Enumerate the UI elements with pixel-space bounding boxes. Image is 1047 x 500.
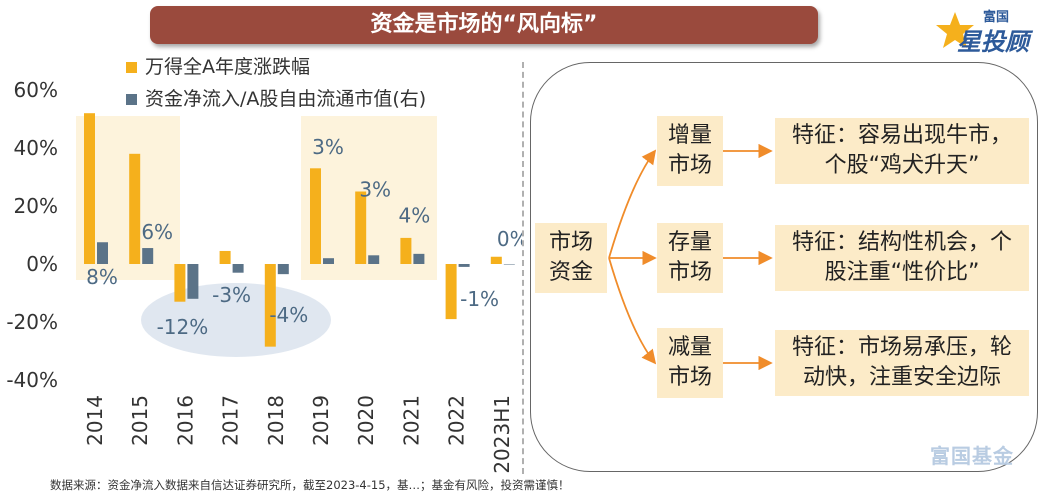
- data-label: 4%: [399, 204, 431, 228]
- bar-资金净流入/A股自由流通市值(右): [277, 264, 289, 275]
- data-label: 8%: [86, 265, 118, 289]
- dashed-divider: [522, 62, 524, 474]
- legend-label: 资金净流入/A股自由流通市值(右): [145, 88, 426, 110]
- x-tick-label: 2023H1: [490, 395, 514, 474]
- market-label: 存量市场: [667, 230, 712, 285]
- highlight-2019-2021: [301, 116, 437, 280]
- bar-资金净流入/A股自由流通市值(右): [187, 264, 199, 299]
- bar-万得全A年度涨跌幅: [84, 113, 95, 264]
- bar-万得全A年度涨跌幅: [445, 264, 457, 320]
- flow-panel: 市场资金 增量市场 特征：容易出现牛市， 个股“鸡犬升天” 存量市场 特征：结构…: [530, 62, 1038, 472]
- brand-logo: 富国 星投顾: [935, 4, 1045, 56]
- data-label: -12%: [157, 315, 209, 339]
- y-tick-label: -20%: [6, 310, 58, 334]
- logo-top-text: 富国: [983, 10, 1010, 25]
- page-title: 资金是市场的“风向标”: [150, 6, 818, 44]
- x-tick-label: 2022: [445, 395, 469, 446]
- x-tick-label: 2017: [219, 395, 243, 446]
- feature-box-stock: 特征：结构性机会，个 股注重“性价比”: [775, 225, 1029, 291]
- x-tick-label: 2019: [309, 395, 333, 446]
- x-tick-label: 2018: [264, 395, 288, 446]
- watermark: 富国基金: [930, 444, 1014, 468]
- market-label: 减量市场: [667, 335, 712, 390]
- x-tick-label: 2021: [399, 395, 423, 446]
- y-tick-label: 0%: [26, 252, 58, 276]
- data-label: -3%: [212, 283, 251, 307]
- feature-text-line1: 特征：结构性机会，个: [791, 230, 1012, 255]
- bar-万得全A年度涨跌幅: [264, 264, 276, 347]
- bar-资金净流入/A股自由流通市值(右): [458, 264, 470, 267]
- bar-资金净流入/A股自由流通市值(右): [323, 258, 334, 264]
- flow-arrows: [608, 143, 773, 371]
- bar-资金净流入/A股自由流通市值(右): [142, 248, 154, 264]
- data-label: -4%: [269, 303, 308, 327]
- feature-box-decrease: 特征：市场易承压，轮 动快，注重安全边际: [775, 330, 1029, 396]
- y-tick-label: 20%: [14, 194, 58, 218]
- bar-资金净流入/A股自由流通市值(右): [97, 242, 108, 264]
- y-tick-label: -40%: [6, 368, 58, 392]
- feature-text-line2: 股注重“性价比”: [824, 260, 980, 285]
- data-label: -1%: [460, 287, 499, 311]
- market-label: 增量市场: [667, 123, 712, 178]
- star-icon: [936, 12, 974, 48]
- data-label: 3%: [359, 177, 391, 201]
- bar-万得全A年度涨跌幅: [219, 250, 231, 264]
- legend-swatch: [126, 94, 137, 105]
- bar-资金净流入/A股自由流通市值(右): [232, 264, 244, 273]
- bar-万得全A年度涨跌幅: [310, 168, 321, 264]
- source-box: 市场资金: [535, 223, 607, 293]
- logo-main-text: 星投顾: [957, 28, 1029, 56]
- data-label: 0%: [497, 227, 522, 251]
- x-tick-label: 2014: [83, 395, 107, 446]
- y-tick-label: 40%: [14, 136, 58, 160]
- bar-万得全A年度涨跌幅: [129, 153, 141, 264]
- legend-swatch: [126, 62, 137, 73]
- feature-text-line1: 特征：容易出现牛市，: [791, 123, 1012, 148]
- x-tick-label: 2020: [354, 395, 378, 446]
- feature-text-line1: 特征：市场易承压，轮: [791, 335, 1012, 360]
- market-box-decrease: 减量市场: [657, 328, 723, 398]
- market-box-increase: 增量市场: [657, 116, 723, 186]
- y-tick-label: 60%: [14, 78, 58, 102]
- x-tick-label: 2016: [173, 395, 197, 446]
- bar-万得全A年度涨跌幅: [174, 264, 186, 302]
- data-label: 3%: [312, 135, 344, 159]
- x-tick-label: 2015: [128, 395, 152, 446]
- bar-资金净流入/A股自由流通市值(右): [503, 264, 515, 265]
- bar-万得全A年度涨跌幅: [400, 237, 412, 264]
- feature-text-line2: 个股“鸡犬升天”: [824, 153, 980, 178]
- bar-万得全A年度涨跌幅: [490, 256, 502, 264]
- bar-资金净流入/A股自由流通市值(右): [368, 255, 380, 264]
- legend-label: 万得全A年度涨跌幅: [145, 56, 310, 78]
- data-source-note: 数据来源：资金净流入数据来自信达证券研究所，截至2023-4-15，基…；基金有…: [50, 478, 570, 492]
- bar-万得全A年度涨跌幅: [355, 191, 367, 264]
- source-label: 市场资金: [548, 230, 593, 285]
- feature-box-increase: 特征：容易出现牛市， 个股“鸡犬升天”: [775, 118, 1029, 184]
- feature-text-line2: 动快，注重安全边际: [802, 365, 1001, 390]
- highlight-2016-2018: [141, 283, 331, 357]
- data-label: 6%: [141, 220, 173, 244]
- market-box-stock: 存量市场: [657, 223, 723, 293]
- bar-资金净流入/A股自由流通市值(右): [413, 253, 425, 264]
